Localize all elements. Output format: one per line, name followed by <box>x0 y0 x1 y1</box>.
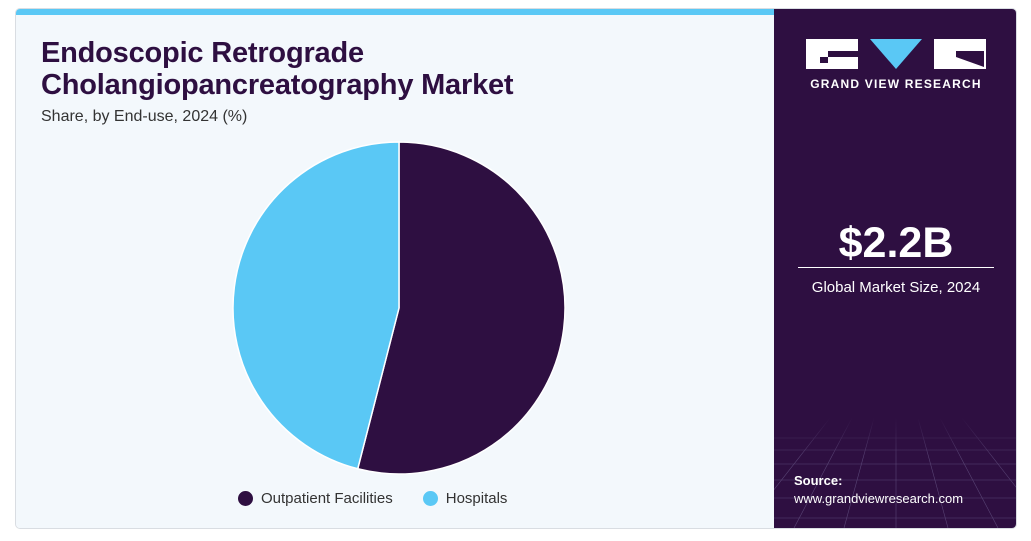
market-size-value: $2.2B <box>838 219 954 267</box>
legend-swatch <box>238 491 253 506</box>
pie-slice-outpatient-facilities <box>356 141 566 475</box>
source-label: Source: <box>794 473 843 488</box>
divider <box>798 267 994 268</box>
chart-legend: Outpatient Facilities Hospitals <box>238 490 507 507</box>
grand-view-research-logo <box>806 39 986 69</box>
pie-chart <box>232 141 566 475</box>
legend-swatch <box>422 491 438 506</box>
legend-label: Hospitals <box>445 490 508 507</box>
chart-subtitle: Share, by End-use, 2024 (%) <box>41 108 248 125</box>
pie-slice-hospitals <box>232 141 400 470</box>
chart-title: Endoscopic Retrograde Cholangiopancreato… <box>41 37 514 101</box>
summary-panel: GRAND VIEW RESEARCH $2.2B Global Market … <box>774 9 1016 528</box>
market-size-label: Global Market Size, 2024 <box>811 279 981 296</box>
legend-label: Outpatient Facilities <box>261 490 393 507</box>
brand-name: GRAND VIEW RESEARCH <box>810 77 982 91</box>
chart-panel: Endoscopic Retrograde Cholangiopancreato… <box>16 9 774 528</box>
source-url: www.grandviewresearch.com <box>794 491 964 506</box>
grid-decoration <box>774 418 1016 528</box>
legend-item-hospitals: Hospitals <box>422 490 508 507</box>
accent-bar <box>16 9 774 15</box>
infographic-card: Endoscopic Retrograde Cholangiopancreato… <box>15 8 1017 529</box>
legend-item-outpatient-facilities: Outpatient Facilities <box>238 490 393 507</box>
